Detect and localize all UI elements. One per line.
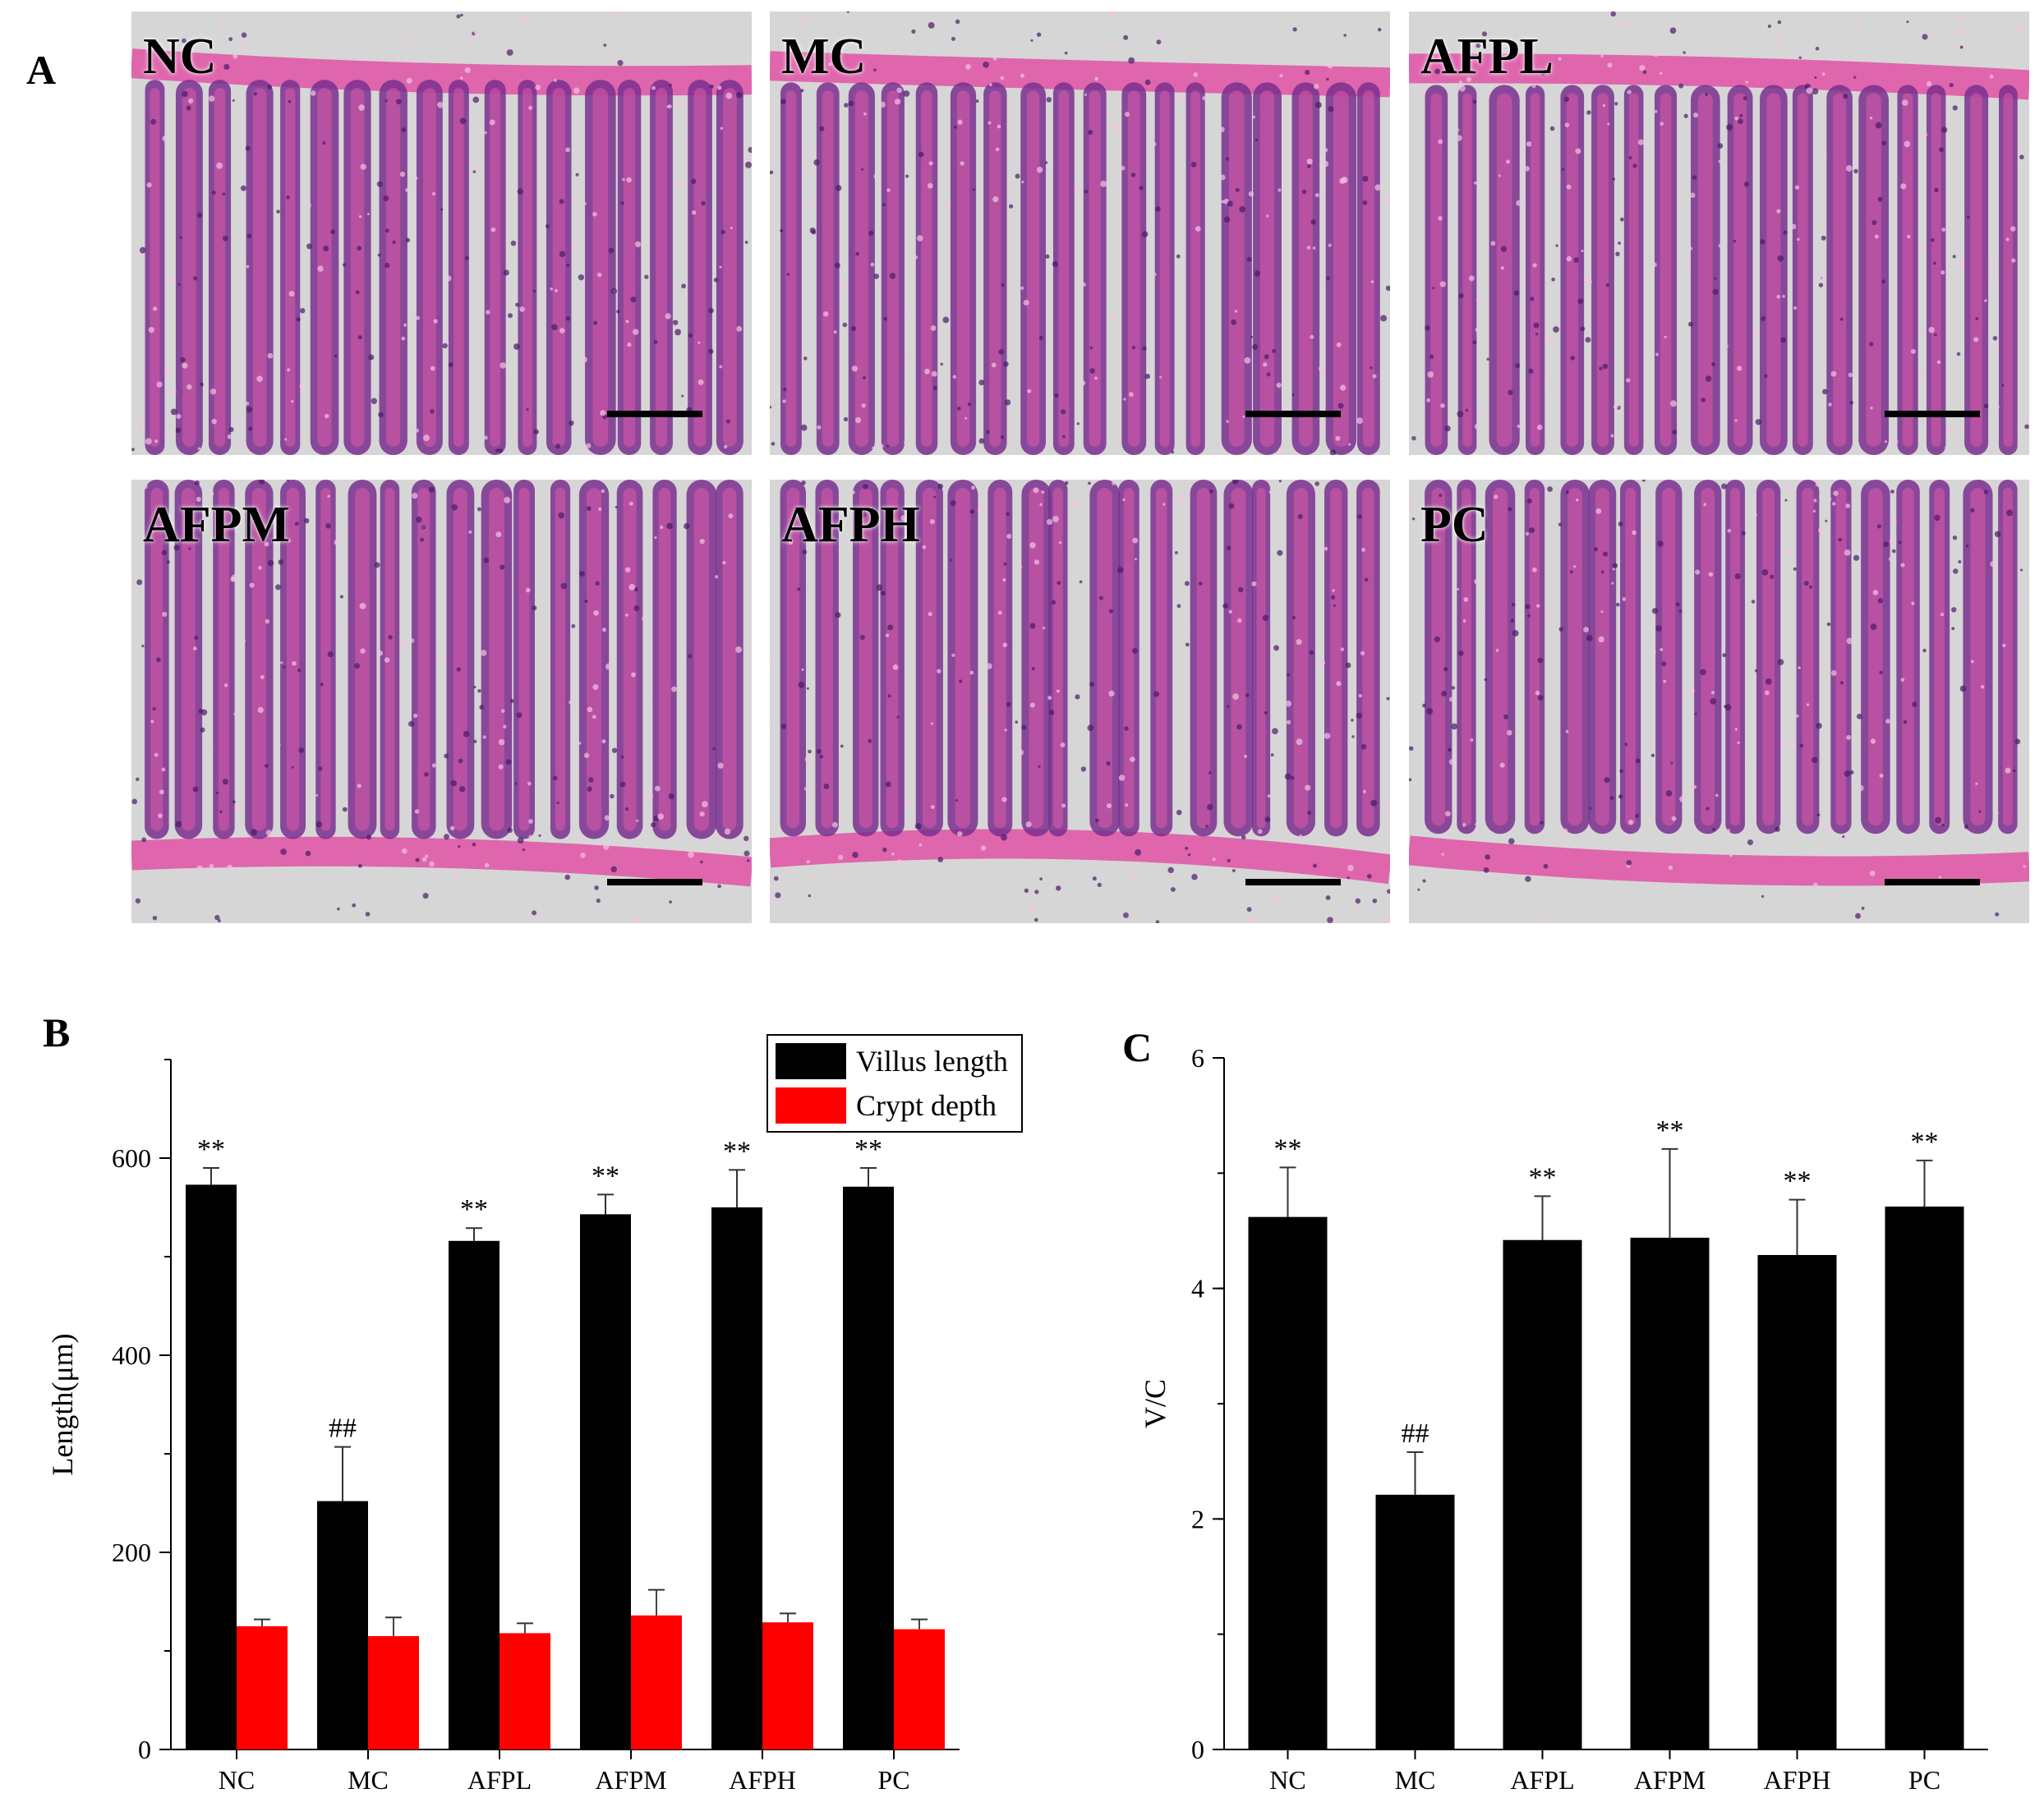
legend-label: Villus length — [856, 1045, 1008, 1078]
bar — [499, 1633, 550, 1749]
micrograph-label: MC — [781, 29, 867, 85]
scale-bar — [1245, 879, 1341, 885]
x-tick-label: PC — [877, 1765, 909, 1795]
y-tick-label: 200 — [112, 1538, 151, 1567]
x-tick-label: MC — [348, 1765, 389, 1795]
y-axis-label: V/C — [1139, 1379, 1172, 1428]
panel-letter-a: A — [26, 47, 57, 93]
y-axis-label: Length(μm) — [46, 1333, 79, 1475]
significance-mark: ** — [723, 1136, 751, 1166]
bar — [1248, 1216, 1328, 1749]
micrograph-afpl: AFPL — [1409, 11, 2029, 455]
x-tick-label: NC — [1269, 1765, 1305, 1795]
x-tick-label: AFPL — [1510, 1765, 1574, 1795]
micrograph-afph: AFPH — [770, 480, 1390, 923]
significance-mark: ** — [1274, 1133, 1302, 1164]
significance-mark: ## — [329, 1414, 357, 1444]
micrograph-label: NC — [143, 29, 217, 85]
scale-bar — [607, 879, 702, 885]
significance-mark: ** — [197, 1134, 225, 1165]
tissue-section — [770, 11, 1390, 455]
x-tick-label: NC — [219, 1765, 255, 1795]
bar — [711, 1207, 762, 1749]
chart-villus-crypt: 0 200 400 600 Length(μm) NC ** MC ## AFPL ** AFPM **… — [46, 1034, 1023, 1795]
tissue-section — [131, 11, 752, 455]
x-tick-label: MC — [1395, 1765, 1436, 1795]
scale-bar — [607, 411, 702, 417]
y-tick-label: 2 — [1191, 1504, 1204, 1533]
scale-bar — [1245, 411, 1341, 417]
scale-bar — [1885, 411, 1980, 417]
micrograph-label: AFPL — [1420, 29, 1554, 85]
scale-bar — [1885, 879, 1980, 885]
bar — [1757, 1254, 1837, 1749]
tissue-section — [131, 480, 752, 923]
micrograph-afpm: AFPM — [131, 480, 752, 923]
significance-mark: ** — [1784, 1166, 1812, 1197]
significance-mark: ** — [1911, 1127, 1939, 1157]
x-tick-label: AFPM — [1634, 1765, 1706, 1795]
bar — [449, 1240, 499, 1749]
significance-mark: ** — [1656, 1115, 1684, 1146]
bar — [368, 1636, 419, 1749]
y-tick-label: 0 — [1191, 1735, 1204, 1764]
bar — [186, 1184, 237, 1749]
bar — [631, 1615, 682, 1749]
x-tick-label: PC — [1908, 1765, 1940, 1795]
bar — [237, 1626, 288, 1749]
bar — [843, 1186, 894, 1749]
micrograph-label: PC — [1420, 497, 1489, 553]
legend-swatch — [776, 1087, 846, 1124]
bar — [1630, 1237, 1710, 1749]
x-tick-label: AFPH — [1764, 1765, 1831, 1795]
micrograph-label: AFPM — [143, 497, 291, 553]
bar — [762, 1622, 813, 1749]
legend-label: Crypt depth — [856, 1089, 997, 1122]
bar — [1375, 1494, 1455, 1749]
bar — [580, 1214, 631, 1749]
y-tick-label: 4 — [1191, 1274, 1204, 1303]
x-tick-label: AFPL — [467, 1765, 532, 1795]
y-tick-label: 0 — [138, 1735, 151, 1764]
micrograph-label: AFPH — [781, 497, 920, 553]
significance-mark: ** — [1529, 1162, 1557, 1193]
significance-mark: ** — [460, 1194, 488, 1225]
micrograph-pc: PC — [1409, 480, 2029, 923]
x-tick-label: AFPM — [595, 1765, 666, 1795]
significance-mark: ## — [1402, 1418, 1429, 1449]
y-tick-label: 6 — [1191, 1043, 1204, 1073]
bar — [894, 1629, 945, 1749]
bar — [1503, 1239, 1582, 1749]
bar — [1885, 1207, 1964, 1749]
micrograph-mc: MC — [770, 11, 1390, 455]
panel-letter-b: B — [43, 1009, 71, 1055]
x-tick-label: AFPH — [729, 1765, 796, 1795]
micrograph-nc: NC — [131, 11, 752, 455]
y-tick-label: 400 — [112, 1340, 151, 1370]
significance-mark: ** — [592, 1161, 619, 1191]
chart-villus-crypt-ratio: 0 2 4 6 V/C NC ** MC ## AFPL ** AFPM ** AFPH ** PC ** — [1139, 1043, 1988, 1795]
bar — [317, 1501, 368, 1749]
tissue-section — [770, 480, 1390, 923]
significance-mark: ** — [854, 1134, 882, 1165]
tissue-section — [1409, 480, 2029, 923]
panel-letter-c: C — [1122, 1024, 1153, 1070]
y-tick-label: 600 — [112, 1143, 151, 1173]
legend-swatch — [776, 1043, 846, 1079]
tissue-section — [1409, 11, 2029, 455]
